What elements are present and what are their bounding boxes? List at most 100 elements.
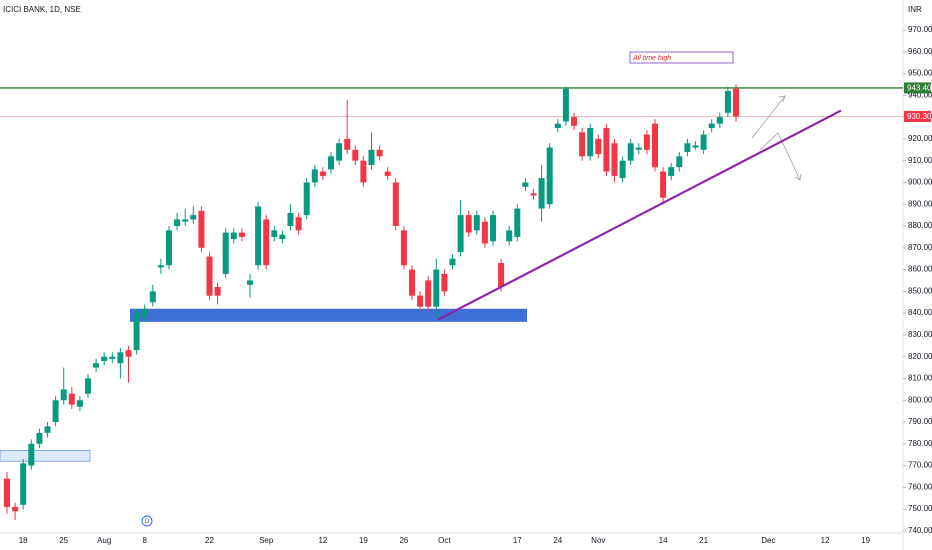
candle-body <box>85 378 91 394</box>
candle-body <box>481 221 488 244</box>
candle-body <box>490 215 496 242</box>
y-tick-label: 850.00 <box>908 286 932 295</box>
candle-body <box>473 215 480 231</box>
y-tick-label: 860.00 <box>908 265 932 274</box>
candle-body <box>303 182 310 216</box>
y-tick-label: 830.00 <box>908 330 932 339</box>
candle-body <box>368 149 375 166</box>
candle-body <box>287 212 294 227</box>
y-tick-label: 870.00 <box>908 243 932 252</box>
y-tick-label: 740.00 <box>908 526 932 535</box>
y-tick-label: 770.00 <box>908 461 932 470</box>
candle-body <box>182 219 189 222</box>
y-tick-label: 750.00 <box>908 504 932 513</box>
candle-body <box>400 230 407 266</box>
arrow-head <box>794 173 802 181</box>
level-label: 943.40 <box>907 84 932 93</box>
y-tick-label: 950.00 <box>908 69 932 78</box>
event-icon[interactable] <box>141 515 153 527</box>
candle-body <box>190 215 197 220</box>
candle-body <box>20 463 27 505</box>
candle-body <box>652 123 658 168</box>
y-tick-label: 910.00 <box>908 156 932 165</box>
x-tick-label: 12 <box>318 536 327 545</box>
y-tick-label: 940.00 <box>908 90 932 99</box>
event-marker[interactable]: D <box>145 519 150 525</box>
x-tick-label: 19 <box>861 536 870 545</box>
candle-body <box>117 352 124 364</box>
x-tick-label: 26 <box>399 536 408 545</box>
y-tick-label: 820.00 <box>908 352 932 361</box>
candle-body <box>433 269 440 307</box>
y-tick-label: 890.00 <box>908 199 932 208</box>
candle-body <box>109 356 116 359</box>
candle-body <box>319 171 326 176</box>
candle-body <box>44 426 51 433</box>
x-tick-label: Aug <box>97 536 111 545</box>
candle-body <box>230 232 237 240</box>
candle-body <box>627 143 634 161</box>
candle-body <box>141 308 148 318</box>
currency-label: INR <box>908 5 922 14</box>
candle-body <box>724 90 731 113</box>
candle-body <box>457 215 464 253</box>
candle-body <box>311 169 318 183</box>
y-tick-label: 760.00 <box>908 482 932 491</box>
candle-body <box>206 256 213 296</box>
candle-body <box>692 145 699 148</box>
candle-body <box>166 230 172 266</box>
x-tick-label: 25 <box>59 536 68 545</box>
candle-body <box>93 363 100 368</box>
x-tick-label: 12 <box>821 536 830 545</box>
level-label: 930.30 <box>907 112 932 121</box>
candle-body <box>125 350 132 357</box>
candle-body <box>198 210 205 248</box>
y-tick-label: 780.00 <box>908 439 932 448</box>
candle-body <box>68 393 75 405</box>
candle-body <box>425 280 432 307</box>
chart-title: ICICI BANK, 1D, NSE <box>3 5 81 14</box>
candle-body <box>603 127 610 172</box>
candle-body <box>238 232 245 237</box>
candle-body <box>279 234 286 240</box>
arrow-down <box>759 132 801 181</box>
candle-body <box>328 156 334 170</box>
candle-body <box>708 123 715 128</box>
x-tick-label: 14 <box>659 536 668 545</box>
candle-body <box>133 313 140 351</box>
candle-body <box>562 88 569 122</box>
x-tick-label: 22 <box>205 536 214 545</box>
candle-body <box>498 263 505 287</box>
y-tick-label: 790.00 <box>908 417 932 426</box>
candle-body <box>660 171 667 198</box>
candle-body <box>214 286 221 296</box>
candle-body <box>295 217 302 231</box>
candle-body <box>392 182 399 227</box>
candle-body <box>409 269 415 296</box>
candle-body <box>733 88 739 117</box>
x-tick-label: 21 <box>699 536 708 545</box>
y-tick-label: 880.00 <box>908 221 932 230</box>
y-tick-label: 970.00 <box>908 25 932 34</box>
candle-body <box>52 400 59 423</box>
candle-body <box>222 232 229 274</box>
arrow-up <box>751 95 786 139</box>
candle-body <box>595 138 602 155</box>
candle-body <box>352 149 359 161</box>
candle-body <box>506 230 513 242</box>
candle-body <box>60 389 67 401</box>
candle-body <box>643 134 650 150</box>
candle-body <box>376 149 383 157</box>
y-tick-label: 800.00 <box>908 395 932 404</box>
y-tick-label: 840.00 <box>908 308 932 317</box>
candle-body <box>255 206 262 266</box>
candle-body <box>514 208 521 237</box>
x-tick-label: 8 <box>142 536 147 545</box>
candle-body <box>522 182 529 187</box>
candle-body <box>76 400 83 407</box>
level-tag <box>904 110 931 122</box>
candle-body <box>571 117 577 126</box>
candle-body <box>384 171 391 176</box>
